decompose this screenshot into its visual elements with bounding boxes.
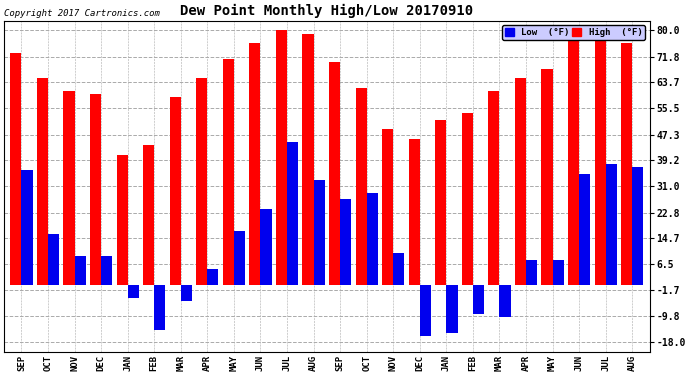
Bar xyxy=(621,43,632,285)
Bar xyxy=(48,234,59,285)
Bar xyxy=(260,209,272,285)
Bar xyxy=(101,256,112,285)
Bar xyxy=(302,34,313,285)
Bar xyxy=(382,129,393,285)
Bar xyxy=(553,260,564,285)
Bar xyxy=(249,43,260,285)
Bar xyxy=(155,285,166,330)
Bar xyxy=(606,164,617,285)
Bar xyxy=(489,91,500,285)
Bar xyxy=(632,167,643,285)
Bar xyxy=(408,139,420,285)
Bar xyxy=(595,30,606,285)
Bar xyxy=(196,78,207,285)
Bar xyxy=(473,285,484,314)
Bar xyxy=(393,253,404,285)
Bar xyxy=(340,199,351,285)
Bar xyxy=(435,120,446,285)
Bar xyxy=(420,285,431,336)
Bar xyxy=(63,91,75,285)
Bar xyxy=(313,180,325,285)
Legend: Low  (°F), High  (°F): Low (°F), High (°F) xyxy=(502,26,645,40)
Bar xyxy=(128,285,139,298)
Bar xyxy=(21,171,32,285)
Bar xyxy=(500,285,511,317)
Bar xyxy=(181,285,192,301)
Bar xyxy=(446,285,457,333)
Title: Dew Point Monthly High/Low 20170910: Dew Point Monthly High/Low 20170910 xyxy=(180,4,473,18)
Bar xyxy=(329,62,340,285)
Text: Copyright 2017 Cartronics.com: Copyright 2017 Cartronics.com xyxy=(4,9,160,18)
Bar xyxy=(117,154,128,285)
Bar xyxy=(10,53,21,285)
Bar xyxy=(90,94,101,285)
Bar xyxy=(75,256,86,285)
Bar xyxy=(568,40,579,285)
Bar xyxy=(234,231,245,285)
Bar xyxy=(515,78,526,285)
Bar xyxy=(37,78,48,285)
Bar xyxy=(462,113,473,285)
Bar xyxy=(287,142,298,285)
Bar xyxy=(170,97,181,285)
Bar xyxy=(143,145,155,285)
Bar xyxy=(542,69,553,285)
Bar xyxy=(355,88,366,285)
Bar xyxy=(366,193,378,285)
Bar xyxy=(207,269,219,285)
Bar xyxy=(223,59,234,285)
Bar xyxy=(526,260,538,285)
Bar xyxy=(276,30,287,285)
Bar xyxy=(579,174,590,285)
